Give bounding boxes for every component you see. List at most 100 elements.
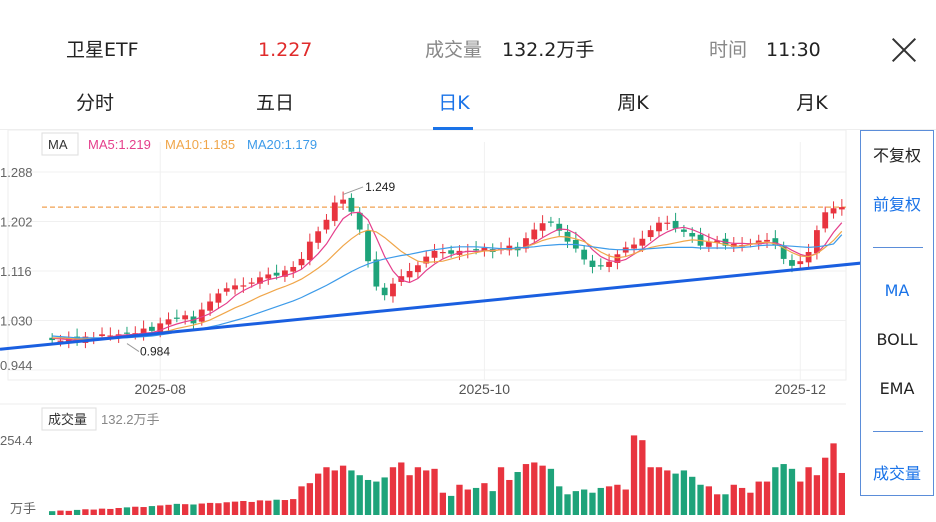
volume-bar [389,467,397,515]
candle-body [223,288,230,292]
volume-bar [797,481,804,515]
tab-monthly-k[interactable]: 月K [796,92,828,114]
menu-volume[interactable]: 成交量 [872,464,921,483]
candle-body [281,270,288,277]
tab-weekly-k[interactable]: 周K [617,92,649,114]
candle-body [107,335,114,337]
candle-body [99,334,105,337]
volume-bar [290,499,297,515]
candle-body [406,271,413,278]
volume-bar [481,483,488,515]
candle-body [656,222,662,232]
indicator-menu: 不复权 前复权 MA BOLL EMA 成交量 [860,130,934,496]
close-icon[interactable] [890,36,920,66]
volume-bar [181,504,189,515]
candle-body [672,220,679,229]
candle-body [448,250,455,254]
volume-bar [514,472,521,515]
tab-intraday[interactable]: 分时 [75,92,114,114]
volume-bar [356,475,363,515]
volume-bar [447,495,455,515]
volume-bar [206,502,214,515]
candle-body [356,212,363,230]
volume-legend-label: 成交量 [48,412,87,427]
candle-body [780,246,787,259]
volume-bar [364,479,372,515]
volume-bar [306,483,314,515]
candle-body [797,261,804,265]
volume-bar [132,506,139,515]
volume-bar [597,487,604,515]
volume-bar [439,492,447,515]
candle-body [306,241,313,261]
volume-bar [664,470,671,515]
candle-body [647,230,654,238]
menu-divider [873,431,923,432]
volume-bar [497,467,505,515]
candle-body [240,285,247,287]
volume-bar [140,507,147,515]
volume-legend-box [41,407,97,431]
volume-bar [572,491,580,515]
volume-bar [830,443,837,515]
menu-ma[interactable]: MA [884,281,910,300]
volume-bar [123,507,131,515]
volume-bar [148,506,156,515]
volume-bar [107,508,114,515]
candle-body [423,256,430,264]
volume-bar [730,484,737,515]
ma20-legend: MA20:1.179 [247,137,317,152]
tab-daily-k[interactable]: 日K [438,92,470,114]
x-tick-label: 2025-08 [135,381,187,397]
candle-body [398,276,405,282]
volume-bar [73,509,81,515]
volume-bar [464,489,471,515]
volume-bar [281,500,289,515]
candle-body [140,328,147,335]
candle-body [414,265,421,273]
volume-bar [655,467,663,515]
volume-bar [689,476,696,515]
menu-ema[interactable]: EMA [879,379,915,398]
candle-body [165,319,172,325]
volume-bar [822,457,829,515]
menu-boll[interactable]: BOLL [876,330,918,349]
y-tick-label: 0.944 [0,358,33,373]
candle-body [523,238,529,249]
ma5-line [52,211,843,341]
candle-body [248,282,255,284]
candle-body [614,254,621,263]
candle-body [639,238,646,246]
candle-body [597,265,604,267]
candle-body [606,261,613,267]
menu-no-adjust[interactable]: 不复权 [872,146,921,165]
volume-bar [215,503,222,515]
volume-legend-value: 132.2万手 [101,412,160,427]
security-name: 卫星ETF [66,39,139,61]
volume-bar [547,468,555,515]
candle-body [631,244,637,249]
candle-body [373,259,380,287]
menu-forward-adjust[interactable]: 前复权 [872,195,921,214]
volume-bar [772,467,779,515]
volume-bar [248,501,255,515]
volume-bar [348,470,355,515]
candle-body [265,274,272,279]
volume-bar [90,509,97,515]
volume-bar [223,502,230,515]
candle-body [57,340,64,342]
candle-body [481,247,488,252]
candle-body [531,229,538,240]
candle-body [705,241,712,247]
volume-bar [639,440,646,515]
low-marker-leader [126,343,140,352]
tab-five-day[interactable]: 五日 [255,92,294,114]
kline-chart[interactable]: 1.288 1.202 1.116 1.030 0.944 2025-08 2025-10 2… [0,130,860,522]
volume-bar [165,504,172,515]
volume-bar [339,465,347,515]
high-annotation: 1.249 [365,180,395,194]
candle-body [381,287,388,296]
candle-body [556,223,563,231]
candle-body [506,245,513,251]
volume-bar [580,489,588,515]
